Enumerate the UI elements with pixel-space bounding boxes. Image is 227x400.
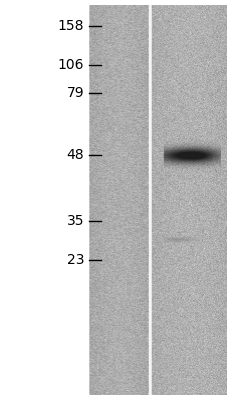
Text: 23: 23 [67, 254, 84, 268]
Text: 79: 79 [67, 86, 84, 100]
Text: 48: 48 [67, 148, 84, 162]
Text: 106: 106 [58, 58, 84, 72]
Text: 35: 35 [67, 214, 84, 228]
Text: 158: 158 [58, 20, 84, 34]
